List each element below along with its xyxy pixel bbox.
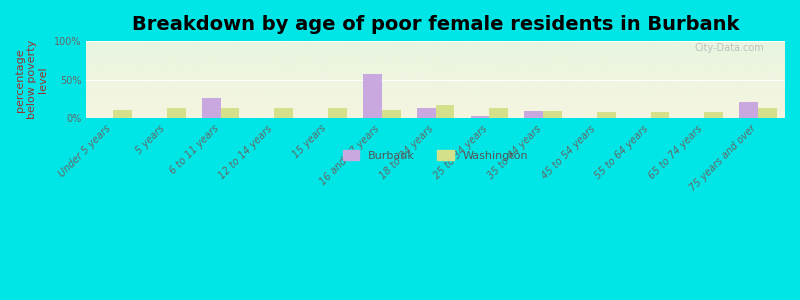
Bar bbox=[650, 112, 670, 118]
Bar bbox=[435, 104, 454, 118]
Bar bbox=[363, 74, 382, 118]
Bar bbox=[221, 108, 239, 118]
Text: City-Data.com: City-Data.com bbox=[694, 44, 764, 53]
Bar bbox=[543, 111, 562, 119]
Bar bbox=[490, 108, 508, 118]
Bar bbox=[202, 98, 221, 118]
Y-axis label: percentage
below poverty
level: percentage below poverty level bbox=[15, 40, 48, 119]
Bar bbox=[704, 112, 723, 118]
Bar bbox=[382, 110, 401, 118]
Bar bbox=[470, 116, 490, 119]
Bar bbox=[597, 112, 616, 118]
Bar bbox=[739, 102, 758, 119]
Bar bbox=[113, 110, 132, 118]
Legend: Burbank, Washington: Burbank, Washington bbox=[338, 146, 533, 166]
Bar bbox=[328, 108, 347, 118]
Bar bbox=[166, 108, 186, 118]
Bar bbox=[758, 108, 777, 118]
Bar bbox=[417, 108, 435, 118]
Bar bbox=[274, 108, 293, 118]
Bar bbox=[524, 111, 543, 119]
Title: Breakdown by age of poor female residents in Burbank: Breakdown by age of poor female resident… bbox=[132, 15, 739, 34]
